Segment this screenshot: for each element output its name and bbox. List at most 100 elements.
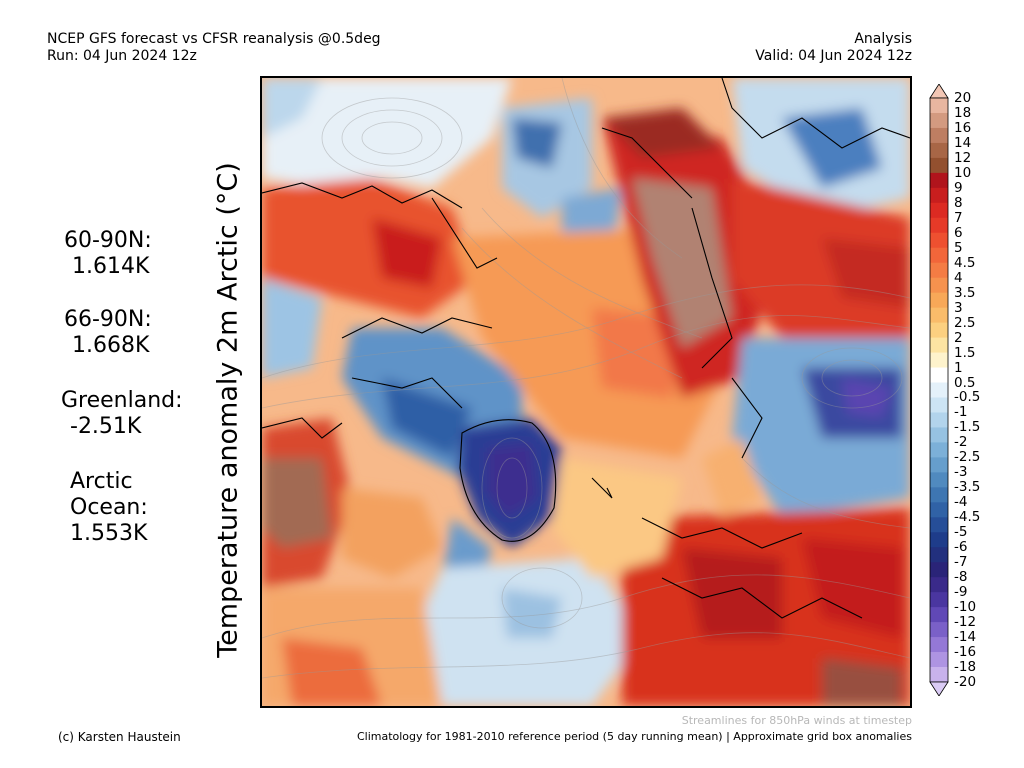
stat-label-2: Ocean: xyxy=(70,495,148,520)
legend-swatch xyxy=(930,187,948,204)
legend-swatch xyxy=(930,427,948,443)
legend-tick-label: 8 xyxy=(954,194,963,211)
legend-tick-label: -4 xyxy=(954,494,968,511)
legend-swatch xyxy=(930,637,948,653)
legend-tick-label: -7 xyxy=(954,554,968,571)
analysis-label: Analysis xyxy=(854,31,912,47)
legend-swatch xyxy=(930,247,948,264)
legend-tick-label: 14 xyxy=(954,134,972,151)
stat-greenland: Greenland: -2.51K xyxy=(61,388,183,440)
legend-tick-label: 9 xyxy=(954,179,963,196)
color-legend-labels: 20 18 16 14 12 10 9 8 7 6 5 4.5 4 3.5 3 2.5 2 1.5 1 0.5 -0.5… xyxy=(954,84,1014,696)
stat-arctic-ocean: Arctic Ocean: 1.553K xyxy=(70,469,148,547)
legend-swatch xyxy=(930,367,948,383)
legend-swatch xyxy=(930,337,948,353)
legend-swatch xyxy=(930,517,948,533)
legend-swatch xyxy=(930,172,948,189)
legend-swatch xyxy=(930,142,948,159)
legend-swatch xyxy=(930,277,948,294)
chart-title-left: NCEP GFS forecast vs CFSR reanalysis @0.… xyxy=(47,31,381,65)
run-time: Run: 04 Jun 2024 12z xyxy=(47,48,197,64)
legend-tick-label: 1.5 xyxy=(954,344,976,361)
legend-tick-label: -6 xyxy=(954,539,968,556)
legend-tick-label: -5 xyxy=(954,524,968,541)
legend-tick-label: -4.5 xyxy=(954,509,981,526)
legend-tick-label: -18 xyxy=(954,659,977,676)
legend-swatch xyxy=(930,577,948,593)
stat-value: -2.51K xyxy=(70,414,142,439)
stat-label: 66-90N: xyxy=(64,307,152,332)
stat-66-90n: 66-90N: 1.668K xyxy=(64,307,152,359)
model-title: NCEP GFS forecast vs CFSR reanalysis @0.… xyxy=(47,31,381,47)
legend-swatch xyxy=(930,457,948,473)
legend-tick-label: -20 xyxy=(954,674,977,690)
legend-tick-label: 12 xyxy=(954,149,972,166)
legend-swatch xyxy=(930,472,948,488)
legend-tick-label: -2.5 xyxy=(954,449,981,466)
legend-swatch xyxy=(930,98,948,114)
legend-tick-label: -2 xyxy=(954,434,968,451)
legend-swatch xyxy=(930,232,948,249)
legend-swatch xyxy=(930,112,948,129)
legend-tick-label: -0.5 xyxy=(954,389,981,406)
legend-tick-label: 4.5 xyxy=(954,254,976,271)
legend-tick-label: -3.5 xyxy=(954,479,981,496)
legend-tick-label: 20 xyxy=(954,90,972,106)
color-legend xyxy=(928,83,958,697)
streamline-note: Streamlines for 850hPa winds at timestep xyxy=(681,714,912,727)
legend-swatch xyxy=(930,292,948,309)
legend-tick-label: 2 xyxy=(954,329,963,346)
legend-swatch xyxy=(930,157,948,174)
legend-tick-label: -16 xyxy=(954,644,977,661)
legend-swatch xyxy=(930,667,948,683)
valid-time: Valid: 04 Jun 2024 12z xyxy=(755,48,912,64)
legend-tick-label: 0.5 xyxy=(954,374,976,391)
legend-swatch xyxy=(930,412,948,428)
legend-swatch xyxy=(930,397,948,413)
color-legend-bar xyxy=(929,83,949,697)
legend-tick-label: -10 xyxy=(954,599,977,616)
climatology-note: Climatology for 1981-2010 reference peri… xyxy=(356,730,912,743)
legend-swatch xyxy=(930,202,948,219)
legend-swatch xyxy=(930,442,948,458)
legend-arrow-top xyxy=(929,83,949,99)
legend-tick-label: 1 xyxy=(954,359,963,376)
legend-swatch xyxy=(930,487,948,503)
stat-label: 60-90N: xyxy=(64,228,152,253)
legend-tick-label: 2.5 xyxy=(954,314,976,331)
legend-tick-label: -12 xyxy=(954,614,977,631)
legend-swatch xyxy=(930,562,948,578)
legend-swatch xyxy=(930,622,948,638)
anomaly-map xyxy=(260,76,912,708)
legend-swatch xyxy=(930,307,948,324)
map-variable-label: Temperature anomaly 2m Arctic (°C) xyxy=(212,162,244,658)
legend-swatch xyxy=(930,217,948,234)
legend-swatch xyxy=(930,607,948,623)
legend-tick-label: -8 xyxy=(954,569,968,586)
legend-tick-label: 10 xyxy=(954,164,972,181)
chart-title-right: Analysis Valid: 04 Jun 2024 12z xyxy=(755,31,912,65)
legend-tick-label: 16 xyxy=(954,119,972,136)
legend-swatch xyxy=(930,502,948,518)
legend-swatch xyxy=(930,547,948,563)
legend-tick-label: 6 xyxy=(954,224,963,241)
legend-swatch xyxy=(930,592,948,608)
legend-tick-label: -3 xyxy=(954,464,968,481)
legend-tick-label: -14 xyxy=(954,629,977,646)
stat-value: 1.668K xyxy=(72,333,150,358)
stat-value: 1.553K xyxy=(70,521,148,546)
legend-swatch xyxy=(930,322,948,338)
legend-swatch xyxy=(930,127,948,144)
legend-tick-label: 5 xyxy=(954,239,963,256)
legend-swatch xyxy=(930,262,948,279)
legend-swatch xyxy=(930,532,948,548)
legend-tick-label: 7 xyxy=(954,209,963,226)
legend-swatch xyxy=(930,352,948,368)
stat-60-90n: 60-90N: 1.614K xyxy=(64,228,152,280)
legend-tick-label: -9 xyxy=(954,584,968,601)
legend-tick-label: -1.5 xyxy=(954,419,981,436)
stat-value: 1.614K xyxy=(72,254,150,279)
legend-tick-label: 4 xyxy=(954,269,963,286)
anomaly-map-image xyxy=(262,78,910,706)
legend-arrow-bottom xyxy=(929,681,949,697)
